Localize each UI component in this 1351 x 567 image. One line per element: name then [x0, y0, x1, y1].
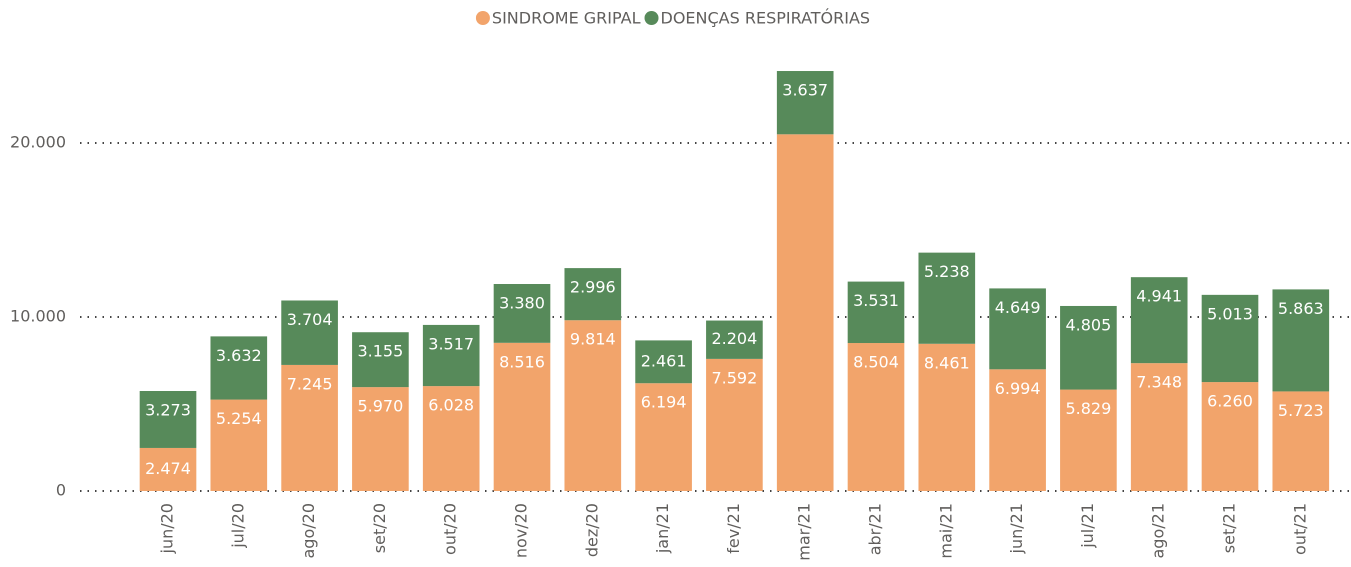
x-tick-label: abr/21 [866, 503, 885, 555]
data-label: 2.461 [641, 351, 687, 370]
bar-segment [564, 320, 622, 491]
bar-segment [210, 399, 268, 491]
x-tick-label: ago/21 [1149, 503, 1168, 559]
x-tick-label: mar/21 [795, 503, 814, 561]
bar-segment [1060, 305, 1117, 390]
x-tick-label: set/21 [1220, 503, 1239, 553]
bar-segment [847, 281, 905, 344]
bar-segment [1060, 389, 1117, 491]
legend-marker [475, 11, 490, 25]
bar-segment [847, 343, 905, 491]
legend-label: SINDROME GRIPAL [492, 9, 641, 28]
x-tick-label: dez/20 [582, 503, 601, 557]
data-label: 6.260 [1207, 392, 1253, 411]
data-label: 4.941 [1136, 287, 1182, 306]
data-label: 5.970 [357, 397, 403, 416]
data-label: 3.380 [499, 294, 545, 313]
bar-segment [210, 336, 268, 400]
y-tick-label: 20.000 [10, 133, 66, 152]
data-label: 7.245 [287, 374, 333, 393]
data-label: 3.531 [853, 291, 899, 310]
x-tick-label: mai/21 [936, 503, 955, 559]
bar-segment [1201, 294, 1259, 383]
bar-segment [281, 300, 338, 365]
data-label: 7.592 [711, 368, 757, 387]
data-label: 6.028 [428, 396, 474, 415]
bar-segment [1272, 391, 1330, 491]
bar-segment [989, 369, 1046, 491]
data-label: 3.273 [145, 401, 191, 420]
x-tick-label: nov/20 [512, 503, 531, 558]
bar-segment [1201, 382, 1259, 491]
x-tick-label: jan/21 [653, 503, 672, 554]
data-label: 3.517 [428, 334, 474, 353]
data-label: 8.504 [853, 353, 899, 372]
x-tick-label: jul/20 [228, 503, 247, 549]
bar-segment [139, 391, 197, 448]
x-tick-label: set/20 [370, 503, 389, 553]
bar-segment [139, 447, 197, 491]
data-label: 5.863 [1278, 299, 1324, 318]
data-label: 2.474 [145, 459, 191, 478]
bar-segment [989, 288, 1046, 370]
data-label: 4.805 [1065, 315, 1111, 334]
data-label: 6.194 [641, 393, 687, 412]
bar-segment [422, 386, 480, 491]
data-label: 5.238 [924, 262, 970, 281]
bar-segment [281, 364, 338, 491]
bar-segment [706, 358, 763, 491]
bar-segment [352, 387, 409, 491]
bar-segment [776, 71, 834, 135]
bar-segment [918, 343, 976, 491]
data-label: 3.632 [216, 346, 262, 365]
legend-label: DOENÇAS RESPIRATÓRIAS [661, 9, 871, 28]
bar-segment [1130, 277, 1188, 364]
data-label: 5.254 [216, 409, 262, 428]
data-label: 6.994 [995, 379, 1041, 398]
data-label: 5.013 [1207, 304, 1253, 323]
bar-segment [1130, 363, 1188, 491]
data-label: 8.461 [924, 353, 970, 372]
x-tick-label: out/21 [1290, 503, 1309, 555]
bar-segment [1272, 289, 1330, 392]
x-tick-label: jun/21 [1007, 503, 1026, 554]
bar-segment [352, 332, 409, 388]
bar-segment [635, 340, 692, 384]
data-label: 4.649 [995, 298, 1041, 317]
x-tick-label: fev/21 [724, 503, 743, 554]
data-label: 5.723 [1278, 401, 1324, 420]
bar-segment [706, 320, 763, 359]
x-tick-label: out/20 [441, 503, 460, 555]
data-label: 8.516 [499, 352, 545, 371]
data-label: 9.814 [570, 330, 616, 349]
x-tick-label: jul/21 [1078, 503, 1097, 549]
bar-segment [493, 342, 551, 491]
bar-segment [422, 324, 480, 387]
data-label: 2.996 [570, 278, 616, 297]
bar-segment [564, 268, 622, 321]
data-label: 3.637 [782, 81, 828, 100]
data-label: 3.155 [357, 342, 403, 361]
data-label: 5.829 [1065, 399, 1111, 418]
data-label: 3.704 [287, 310, 333, 329]
legend-marker [644, 11, 659, 25]
bar-segment [493, 284, 551, 343]
x-tick-label: jun/20 [158, 503, 177, 554]
data-label: 7.348 [1136, 373, 1182, 392]
y-tick-label: 10.000 [10, 307, 66, 326]
bar-segment [776, 134, 834, 492]
y-tick-label: 0 [56, 481, 66, 500]
bar-segment [635, 383, 692, 491]
x-tick-label: ago/20 [299, 503, 318, 559]
data-label: 2.204 [711, 329, 757, 348]
bar-segment [918, 252, 976, 344]
